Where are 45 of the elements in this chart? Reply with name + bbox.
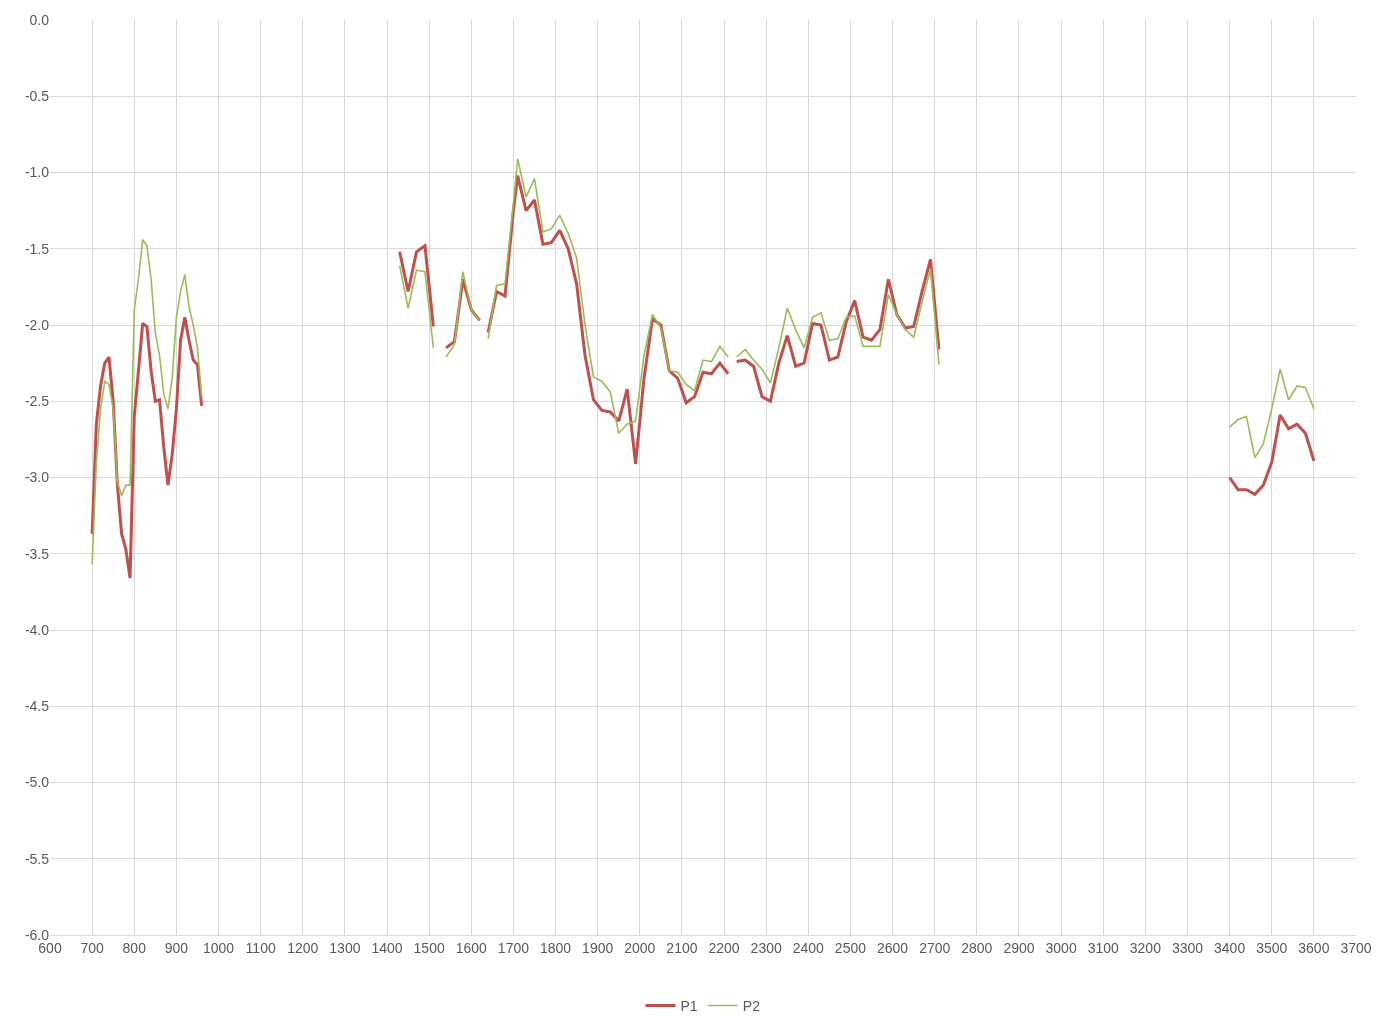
y-tick-label: -1.5 xyxy=(24,240,50,257)
y-tick-label: -1.0 xyxy=(24,164,50,181)
x-tick-label: 2600 xyxy=(877,939,909,956)
x-tick-label: 3500 xyxy=(1256,939,1288,956)
x-tick-label: 2700 xyxy=(919,939,951,956)
x-tick-label: 900 xyxy=(164,939,189,956)
y-tick-label: -3.0 xyxy=(24,469,50,486)
x-tick-label: 1500 xyxy=(413,939,445,956)
x-tick-label: 2500 xyxy=(834,939,867,956)
x-tick-label: 800 xyxy=(122,939,147,956)
x-tick-label: 1400 xyxy=(371,939,403,956)
x-tick-label: 1300 xyxy=(329,939,361,956)
y-tick-label: -2.0 xyxy=(24,316,50,333)
y-tick-label: -2.5 xyxy=(24,393,50,410)
x-tick-label: 2300 xyxy=(750,939,782,956)
x-tick-label: 3300 xyxy=(1171,939,1204,956)
x-tick-label: 2000 xyxy=(624,939,656,956)
x-tick-label: 3400 xyxy=(1214,939,1246,956)
x-tick-label: 1600 xyxy=(455,939,488,956)
x-tick-label: 3600 xyxy=(1298,939,1330,956)
x-tick-label: 3200 xyxy=(1129,939,1162,956)
x-tick-label: 2200 xyxy=(708,939,740,956)
x-tick-label: 2100 xyxy=(666,939,698,956)
y-tick-label: -3.5 xyxy=(24,545,50,562)
x-tick-label: 1100 xyxy=(245,939,276,956)
x-tick-label: 1200 xyxy=(287,939,319,956)
x-tick-label: 700 xyxy=(80,939,105,956)
y-tick-label: -5.5 xyxy=(24,850,50,867)
x-tick-label: 3000 xyxy=(1045,939,1077,956)
x-tick-label: 2800 xyxy=(961,939,993,956)
x-tick-label: 2900 xyxy=(1003,939,1035,956)
x-tick-label: 1000 xyxy=(202,939,235,956)
x-tick-label: 1900 xyxy=(582,939,614,956)
x-tick-label: 3100 xyxy=(1087,939,1120,956)
y-tick-label: -5.0 xyxy=(24,774,50,791)
x-tick-label: 2400 xyxy=(792,939,825,956)
legend-label: P2 xyxy=(742,997,761,1014)
x-tick-label: 1800 xyxy=(539,939,572,956)
legend-label: P1 xyxy=(680,997,698,1014)
x-tick-label: 1700 xyxy=(497,939,530,956)
y-tick-label: -0.5 xyxy=(24,88,50,105)
y-tick-label: -4.5 xyxy=(24,698,50,715)
y-tick-label: -4.0 xyxy=(24,621,50,638)
y-tick-label: 0.0 xyxy=(29,11,50,28)
x-tick-label: 3700 xyxy=(1340,939,1372,956)
